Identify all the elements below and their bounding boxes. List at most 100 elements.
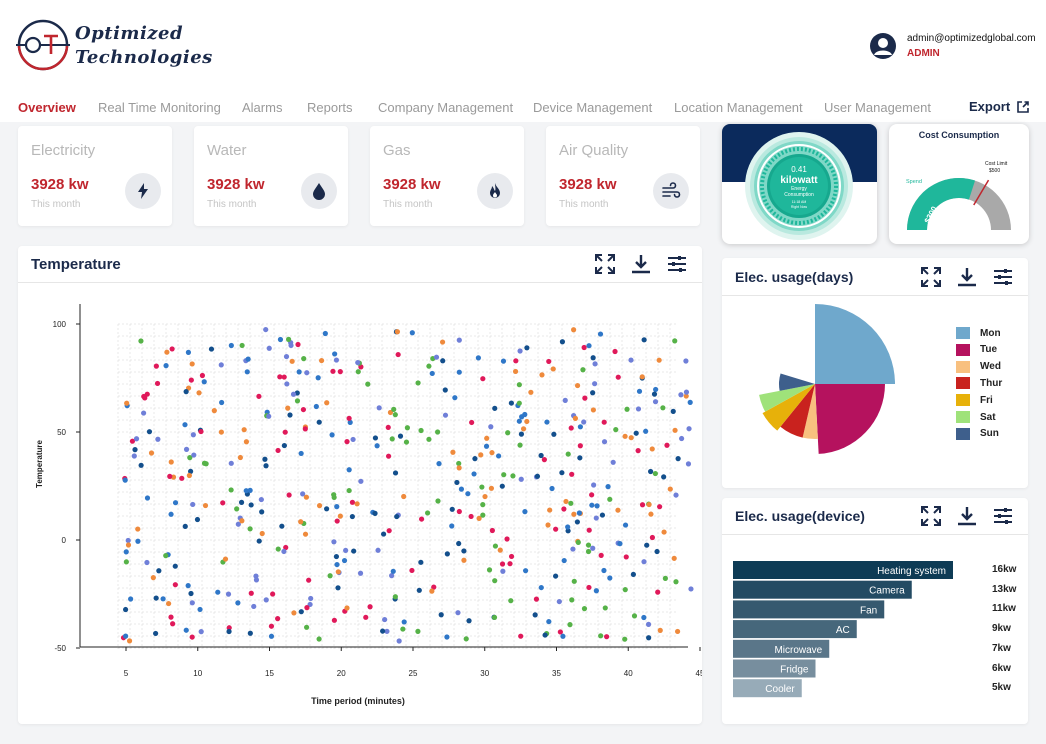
legend-item-tue[interactable]: Tue — [956, 343, 997, 356]
expand-icon[interactable] — [920, 505, 942, 527]
scatter-point — [480, 512, 486, 518]
scatter-point — [586, 584, 592, 591]
scatter-point — [245, 356, 251, 362]
scatter-point — [444, 551, 450, 557]
scatter-point — [289, 358, 295, 364]
bar-cooler[interactable] — [733, 679, 802, 698]
scatter-point — [520, 426, 527, 432]
scatter-point — [672, 427, 678, 433]
pie-slice-sat[interactable] — [759, 384, 815, 412]
scatter-point — [518, 431, 525, 437]
export-button[interactable]: Export — [969, 99, 1030, 114]
legend-item-wed[interactable]: Wed — [956, 360, 1001, 373]
filter-settings-icon[interactable] — [992, 266, 1014, 288]
scatter-point — [256, 538, 262, 544]
scatter-point — [290, 391, 297, 397]
legend-item-fri[interactable]: Fri — [956, 394, 993, 407]
bar-camera[interactable] — [733, 580, 912, 599]
scatter-point — [501, 472, 507, 478]
scatter-point — [239, 342, 245, 349]
scatter-point — [662, 575, 668, 581]
energy-label-2: Consumption — [784, 192, 814, 198]
scatter-point — [228, 342, 234, 349]
scatter-point — [190, 501, 196, 508]
scatter-point — [544, 419, 550, 425]
bar-fridge[interactable] — [733, 659, 816, 678]
nav-device-management[interactable]: Device Management — [533, 100, 653, 115]
scatter-point — [500, 568, 506, 574]
kpi-water: Water 3928 kw This month — [194, 126, 348, 226]
scatter-point — [397, 433, 404, 439]
scatter-point — [235, 600, 241, 606]
scatter-point — [456, 465, 462, 471]
scatter-point — [390, 568, 396, 574]
scatter-point — [538, 584, 544, 591]
scatter-point — [623, 554, 629, 560]
scatter-point — [219, 399, 225, 406]
scatter-point — [263, 463, 269, 469]
scatter-point — [251, 603, 257, 610]
scatter-point — [461, 548, 467, 554]
pie-slice-thur[interactable] — [780, 384, 815, 438]
bar-fan[interactable] — [733, 600, 885, 619]
nav-alarms[interactable]: Alarms — [242, 100, 283, 115]
nav-user-management[interactable]: User Management — [824, 100, 931, 115]
bar-heating-system[interactable] — [733, 561, 953, 579]
legend-item-sun[interactable]: Sun — [956, 427, 999, 440]
scatter-point — [346, 415, 352, 421]
scatter-point — [670, 408, 676, 414]
scatter-point — [622, 433, 628, 439]
pie-slice-fri[interactable] — [762, 384, 815, 431]
scatter-point — [220, 500, 226, 506]
scatter-point — [553, 573, 559, 579]
scatter-point — [238, 499, 245, 505]
panel-divider — [722, 295, 1028, 296]
user-avatar-icon[interactable] — [869, 32, 897, 60]
legend-item-thur[interactable]: Thur — [956, 377, 1002, 390]
filter-settings-icon[interactable] — [666, 253, 688, 275]
scatter-point — [572, 415, 579, 421]
pie-slice-wed[interactable] — [802, 384, 818, 439]
scatter-point — [183, 627, 189, 633]
scatter-point — [316, 419, 322, 425]
nav-location-management[interactable]: Location Management — [674, 100, 803, 115]
scatter-point — [191, 452, 197, 458]
download-icon[interactable] — [956, 505, 978, 527]
filter-settings-icon[interactable] — [992, 505, 1014, 527]
energy-time: 11:18 AM — [792, 200, 807, 204]
pie-slice-sun[interactable] — [779, 373, 815, 391]
scatter-point — [590, 390, 596, 396]
download-icon[interactable] — [630, 253, 652, 275]
scatter-point — [624, 406, 630, 412]
expand-icon[interactable] — [594, 253, 616, 275]
pie-slice-mon[interactable] — [815, 304, 895, 384]
x-tick-label: 10 — [193, 669, 202, 678]
nav-company-management[interactable]: Company Management — [378, 100, 514, 115]
scatter-point — [507, 561, 513, 567]
nav-reports[interactable]: Reports — [307, 100, 353, 115]
expand-icon[interactable] — [920, 266, 942, 288]
bar-microwave[interactable] — [733, 639, 830, 658]
scatter-point — [401, 619, 407, 625]
legend-item-mon[interactable]: Mon — [956, 327, 1001, 339]
scatter-point — [283, 544, 289, 551]
kpi-subtitle: This month — [207, 199, 257, 210]
scatter-point — [357, 570, 364, 576]
scatter-point — [185, 583, 191, 589]
scatter-point — [496, 453, 502, 459]
scatter-point — [153, 595, 159, 601]
scatter-point — [387, 409, 394, 416]
scatter-point — [315, 375, 321, 381]
y-tick-label: 0 — [62, 536, 67, 545]
scatter-point — [655, 589, 661, 595]
legend-item-sat[interactable]: Sat — [956, 411, 996, 423]
nav-overview[interactable]: Overview — [18, 100, 76, 115]
scatter-point — [466, 618, 472, 624]
scatter-point — [661, 529, 667, 535]
pie-slice-tue[interactable] — [815, 384, 885, 454]
scatter-point — [253, 573, 259, 579]
download-icon[interactable] — [956, 266, 978, 288]
nav-real-time-monitoring[interactable]: Real Time Monitoring — [98, 100, 221, 115]
bar-ac[interactable] — [733, 620, 857, 639]
scatter-point — [652, 399, 659, 405]
